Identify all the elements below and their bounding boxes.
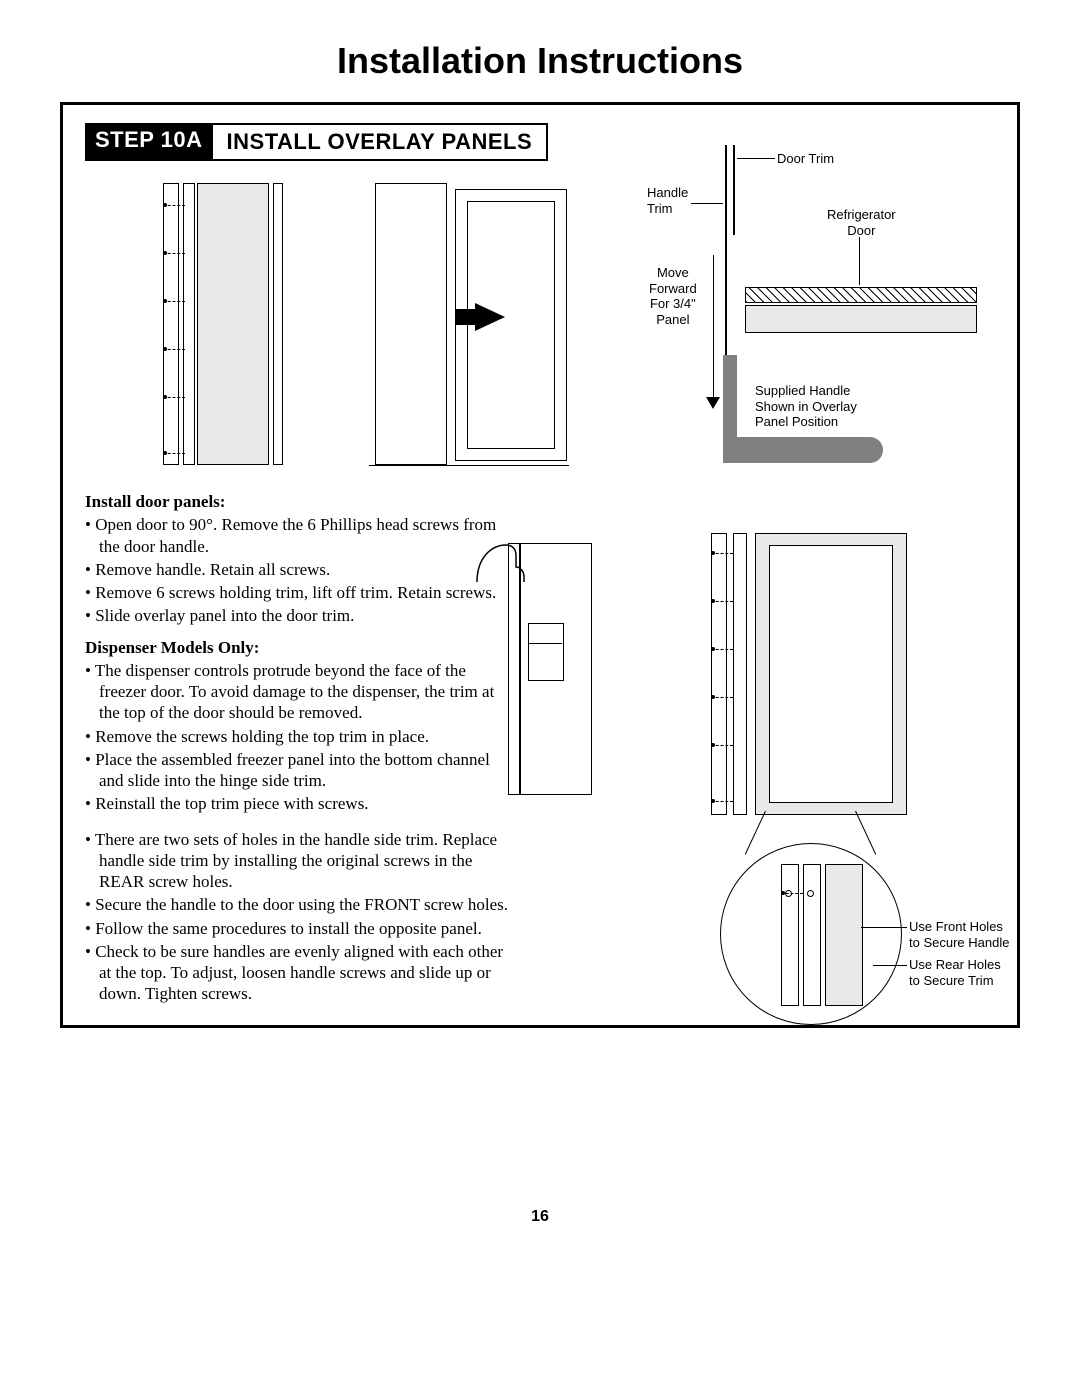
dispenser-list-2: There are two sets of holes in the handl…: [85, 829, 515, 1005]
instruction-frame: STEP 10A INSTALL OVERLAY PANELS: [60, 102, 1020, 1028]
text-column: Install door panels: Open door to 90°. R…: [85, 483, 515, 1015]
page-title: Installation Instructions: [60, 40, 1020, 82]
step-badge: STEP 10A: [85, 123, 213, 161]
list-item: Remove handle. Retain all screws.: [85, 559, 515, 580]
diagram-cross-section: Door Trim Handle Trim Refrigerator Door …: [605, 145, 995, 505]
list-item: Reinstall the top trim piece with screws…: [85, 793, 515, 814]
label-move-forward: Move Forward For 3/4" Panel: [649, 265, 697, 327]
diagram-dispenser: [500, 543, 610, 803]
content-area: Door Trim Handle Trim Refrigerator Door …: [85, 173, 995, 993]
label-door-trim: Door Trim: [777, 151, 834, 167]
label-front-holes: Use Front Holes to Secure Handle: [909, 919, 1029, 950]
dispenser-list-1: The dispenser controls protrude beyond t…: [85, 660, 515, 815]
label-rear-holes: Use Rear Holes to Secure Trim: [909, 957, 1029, 988]
list-item: Open door to 90°. Remove the 6 Phillips …: [85, 514, 515, 557]
install-list: Open door to 90°. Remove the 6 Phillips …: [85, 514, 515, 626]
list-item: There are two sets of holes in the handl…: [85, 829, 515, 893]
diagram-exploded-trim: [105, 183, 305, 473]
list-item: Secure the handle to the door using the …: [85, 894, 515, 915]
diagram-reassembly: Use Front Holes to Secure Handle Use Rea…: [625, 533, 995, 1003]
list-item: Check to be sure handles are evenly alig…: [85, 941, 515, 1005]
label-refrigerator-door: Refrigerator Door: [827, 207, 896, 238]
list-item: Remove the screws holding the top trim i…: [85, 726, 515, 747]
list-item: Place the assembled freezer panel into t…: [85, 749, 515, 792]
detail-circle: [720, 843, 902, 1025]
label-handle-trim: Handle Trim: [647, 185, 688, 216]
list-item: Follow the same procedures to install th…: [85, 918, 515, 939]
list-item: Slide overlay panel into the door trim.: [85, 605, 515, 626]
arrow-down-icon: [706, 397, 720, 409]
label-supplied-handle: Supplied Handle Shown in Overlay Panel P…: [755, 383, 857, 430]
arrow-icon: [475, 303, 505, 331]
subhead-dispenser: Dispenser Models Only:: [85, 637, 515, 658]
page-number: 16: [60, 1208, 1020, 1226]
page: Installation Instructions STEP 10A INSTA…: [0, 0, 1080, 1256]
subhead-install: Install door panels:: [85, 491, 515, 512]
diagram-slide-panel: [375, 183, 585, 473]
step-title: INSTALL OVERLAY PANELS: [213, 123, 549, 161]
list-item: Remove 6 screws holding trim, lift off t…: [85, 582, 515, 603]
list-item: The dispenser controls protrude beyond t…: [85, 660, 515, 724]
